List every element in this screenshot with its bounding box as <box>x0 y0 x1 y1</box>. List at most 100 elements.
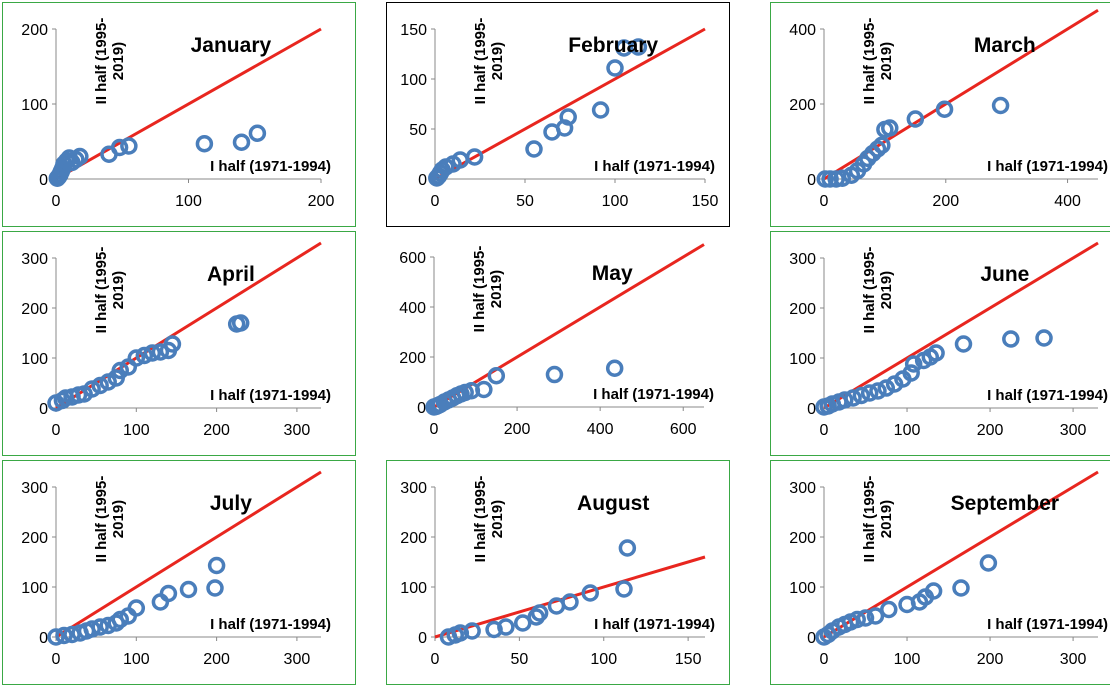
chart-panel-april: 0 100 200 300 0 100 200 300 April I half (1971-19… <box>2 231 356 456</box>
y-axis-label-line1: II half (1995- <box>472 18 489 105</box>
data-point <box>924 582 943 600</box>
x-tick-label: 200 <box>504 421 531 438</box>
y-tick-label: 100 <box>21 97 48 114</box>
scatter-chart: 0 100 200 0 100 200 January I half (1971-1994) I… <box>21 18 334 210</box>
data-point <box>844 389 862 407</box>
chart-title: August <box>577 492 649 515</box>
chart-panel-september: 0 100 200 300 0 100 200 300 September I half (197… <box>770 460 1110 685</box>
chart-title: September <box>951 492 1060 515</box>
data-point <box>475 380 493 399</box>
x-tick-label: 0 <box>820 193 829 210</box>
data-point <box>880 600 898 619</box>
y-tick-label: 200 <box>789 97 816 114</box>
y-axis-label-line1: II half (1995- <box>472 476 489 563</box>
x-tick-label: 300 <box>284 651 311 668</box>
data-point <box>856 609 875 627</box>
data-point <box>159 584 178 603</box>
data-point <box>904 355 923 373</box>
y-axis-label-line2: 2019) <box>878 42 895 80</box>
x-axis-label: I half (1971-1994) <box>210 158 331 175</box>
chart-panel-july: 0 100 200 300 0 100 200 300 July I half (1971-199… <box>2 460 356 685</box>
data-point <box>111 361 129 380</box>
y-tick-label: 100 <box>789 580 816 597</box>
reference-line <box>434 555 706 639</box>
y-tick-label: 600 <box>399 250 426 267</box>
y-tick-label: 400 <box>789 22 816 39</box>
chart-panel-may: 0 200 400 600 0 200 400 600 May I half (1971-1994… <box>386 231 730 456</box>
y-axis-label-line1: II half (1995- <box>861 247 878 334</box>
y-tick-label: 0 <box>807 401 816 418</box>
x-axis-label: I half (1971-1994) <box>210 387 331 404</box>
data-point <box>487 367 506 385</box>
data-point <box>615 580 633 598</box>
data-point <box>151 593 170 611</box>
x-tick-label: 200 <box>977 422 1004 439</box>
x-tick-label: 300 <box>1060 422 1087 439</box>
y-axis-label-line1: II half (1995- <box>93 247 110 334</box>
y-tick-label: 0 <box>418 630 427 647</box>
y-axis-label-line2: 2019) <box>110 271 127 309</box>
data-point <box>135 346 154 365</box>
x-tick-label: 300 <box>1060 651 1087 668</box>
chart-title: April <box>207 263 255 286</box>
x-tick-label: 0 <box>52 193 61 210</box>
x-tick-label: 0 <box>52 422 61 439</box>
data-point <box>591 101 610 119</box>
data-point <box>561 593 579 611</box>
y-tick-label: 0 <box>39 172 48 189</box>
scatter-chart: 0 100 200 300 0 100 200 300 April I half (1971-19… <box>21 241 331 439</box>
y-tick-label: 100 <box>400 72 427 89</box>
chart-panel-january: 0 100 200 0 100 200 January I half (1971-1994) I… <box>2 2 356 227</box>
data-point <box>143 344 162 362</box>
x-tick-label: 100 <box>602 193 629 210</box>
y-tick-label: 0 <box>39 401 48 418</box>
data-point <box>545 365 564 384</box>
data-point <box>877 379 896 397</box>
scatter-chart: 0 100 200 300 0 100 200 300 September I half (197… <box>789 470 1108 668</box>
data-point <box>833 169 852 187</box>
data-point <box>179 580 198 599</box>
chart-panel-june: 0 100 200 300 0 100 200 300 June I half (1971-199… <box>770 231 1110 456</box>
x-tick-label: 0 <box>820 651 829 668</box>
x-tick-label: 600 <box>670 421 697 438</box>
chart-panel-february: 0 50 100 150 0 50 100 150 February I half (1971-1… <box>386 2 730 227</box>
y-axis-label-line1: II half (1995- <box>861 476 878 563</box>
y-tick-label: 200 <box>789 301 816 318</box>
x-tick-label: 50 <box>516 193 534 210</box>
data-point <box>866 607 885 625</box>
y-axis-label-line2: 2019) <box>489 500 506 538</box>
y-tick-label: 200 <box>21 301 48 318</box>
data-point <box>497 618 515 636</box>
y-axis-label-line2: 2019) <box>488 270 505 308</box>
data-point <box>207 556 226 575</box>
x-tick-label: 100 <box>175 193 202 210</box>
y-axis-label-line1: II half (1995- <box>93 476 110 563</box>
data-point <box>232 133 251 151</box>
x-tick-label: 400 <box>587 421 614 438</box>
x-tick-label: 100 <box>894 422 921 439</box>
data-point <box>1002 330 1020 348</box>
y-tick-label: 0 <box>417 400 426 417</box>
data-point <box>514 614 532 632</box>
y-tick-label: 300 <box>400 480 427 497</box>
scatter-chart: 0 100 200 300 0 100 200 300 July I half (1971-199… <box>21 470 331 668</box>
y-tick-label: 300 <box>21 251 48 268</box>
data-point <box>127 349 146 367</box>
data-point <box>127 599 146 617</box>
data-point <box>525 140 543 158</box>
data-point <box>248 124 267 142</box>
data-point <box>111 610 129 629</box>
data-point <box>83 380 101 398</box>
x-axis-label: I half (1971-1994) <box>987 616 1108 633</box>
x-tick-label: 0 <box>430 421 439 438</box>
x-tick-label: 300 <box>284 422 311 439</box>
y-tick-label: 0 <box>418 172 427 189</box>
x-tick-label: 50 <box>510 651 528 668</box>
reference-line <box>433 243 705 409</box>
data-point <box>952 579 970 597</box>
y-tick-label: 100 <box>400 580 427 597</box>
data-point <box>581 584 599 602</box>
x-tick-label: 200 <box>932 193 959 210</box>
y-axis-label-line2: 2019) <box>489 42 506 80</box>
data-point <box>151 343 170 361</box>
